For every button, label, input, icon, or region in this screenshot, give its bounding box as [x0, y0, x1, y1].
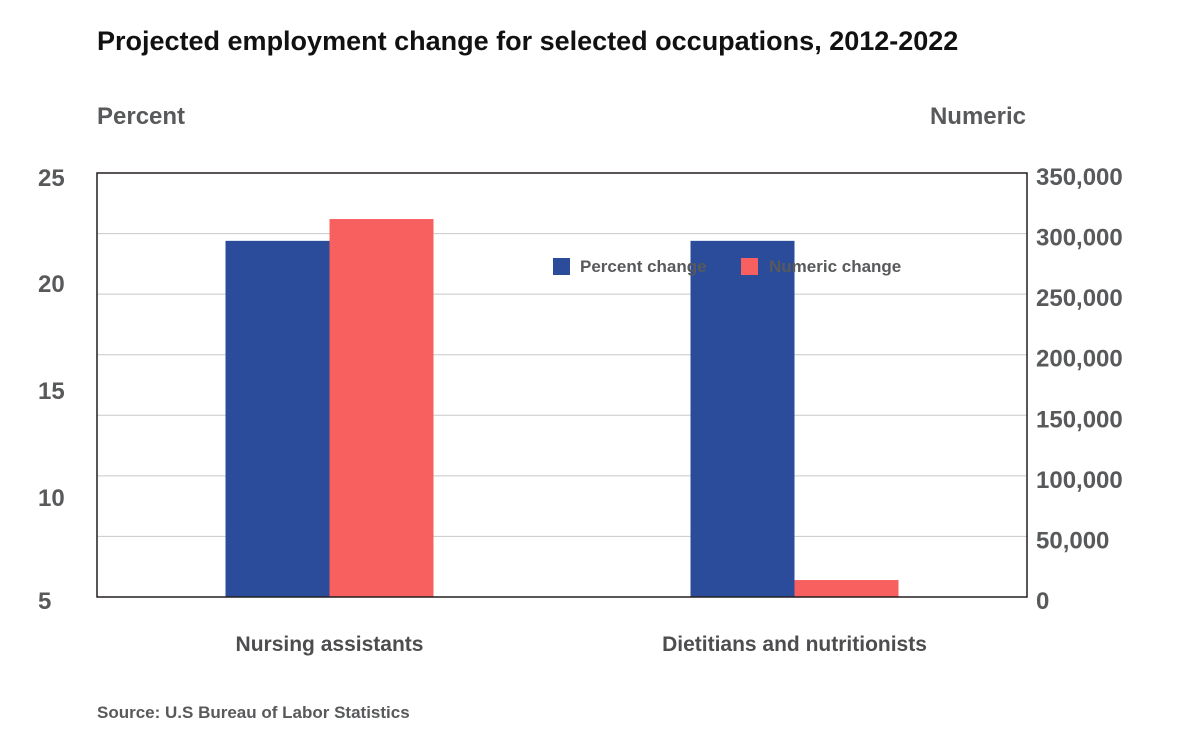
left-tick-label: 25: [38, 165, 65, 192]
legend-label-percent: Percent change: [580, 257, 707, 276]
right-tick-label: 200,000: [1036, 346, 1123, 373]
left-axis-title: Percent: [97, 103, 186, 130]
source-note: Source: U.S Bureau of Labor Statistics: [97, 703, 410, 722]
legend-swatch-numeric: [741, 258, 758, 275]
right-tick-label: 300,000: [1036, 225, 1123, 252]
left-tick-label: 10: [38, 485, 65, 512]
legend-swatch-percent: [553, 258, 570, 275]
right-tick-label: 250,000: [1036, 285, 1123, 312]
legend-label-numeric: Numeric change: [769, 257, 901, 276]
category-label: Nursing assistants: [236, 633, 424, 656]
bar-numeric-nursing-assistants: [329, 219, 434, 597]
right-tick-label: 150,000: [1036, 406, 1123, 433]
right-axis-title: Numeric: [929, 103, 1026, 130]
left-tick-label: 15: [38, 378, 65, 405]
right-tick-label: 100,000: [1036, 467, 1123, 494]
category-label: Dietitians and nutritionists: [662, 633, 927, 656]
right-tick-label: 350,000: [1036, 164, 1123, 191]
chart-title: Projected employment change for selected…: [97, 26, 959, 56]
plot-frame: [96, 172, 1028, 598]
left-tick-label: 20: [38, 271, 65, 298]
right-tick-label: 0: [1036, 588, 1049, 615]
bar-percent-nursing-assistants: [225, 240, 330, 597]
left-tick-label: 5: [38, 588, 51, 615]
bar-numeric-dietitians: [794, 580, 899, 597]
bar-percent-dietitians: [690, 240, 795, 597]
right-tick-label: 50,000: [1036, 527, 1109, 554]
